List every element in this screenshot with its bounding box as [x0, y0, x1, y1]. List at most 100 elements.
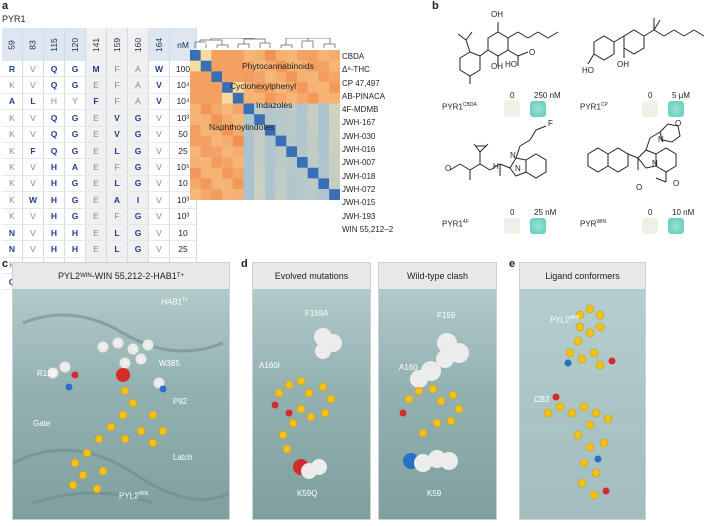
residue-cell: V: [148, 191, 170, 209]
residue-cell: F: [106, 61, 128, 78]
4f-n2: N: [515, 164, 521, 173]
ligand-label: Δ⁹-THC: [342, 65, 370, 75]
heatmap-cell: [254, 157, 266, 168]
ligand-label: CP 47,497: [342, 78, 380, 88]
heatmap-cell: [329, 146, 340, 158]
residue-cell: E: [85, 142, 107, 160]
heatmap-cell: [222, 92, 233, 104]
label-e-pyl2: PYL2WIN: [550, 315, 580, 325]
assay-concentration-zero: 0: [648, 91, 653, 100]
label-k59q: K59Q: [297, 489, 318, 498]
heatmap-cell: [254, 71, 266, 83]
sequence-table: 59 83 115 120 141 159 160 164 nM R V Q G M F A W 100 K V Q G…: [2, 28, 197, 291]
table-row: N V H H E L G V 10: [2, 224, 197, 242]
heatmap-cell: [318, 146, 330, 158]
residue-cell: V: [22, 76, 44, 94]
ligand-label: 4F-MDMB: [342, 105, 379, 115]
residue-cell: E: [85, 240, 107, 258]
cluster-label-cyclo: Cyclohexylphenyl: [230, 81, 297, 91]
panel-e-letter: e: [509, 258, 516, 270]
assay-concentration-zero: 0: [510, 91, 515, 100]
heatmap-cell: [211, 92, 223, 104]
residue-cell: Q: [43, 142, 65, 160]
heatmap-cell: [222, 114, 233, 126]
heatmap-cell: [329, 60, 340, 72]
heatmap-cell: [264, 92, 276, 104]
residue-cell: H: [43, 240, 65, 258]
heatmap-cell: [297, 114, 308, 126]
residue-cell: F: [22, 142, 44, 160]
residue-cell: H: [64, 224, 86, 242]
column-header: 159: [106, 28, 128, 61]
heatmap-cell: [275, 189, 287, 200]
residue-cell: Q: [43, 126, 65, 143]
4f-structure: [449, 125, 547, 180]
residue-cell: G: [64, 175, 86, 193]
assay-concentration-test: 25 nM: [534, 208, 557, 217]
ligand-label: CBDA: [342, 52, 365, 61]
label-latch: Latch: [173, 453, 193, 462]
residue-cell: V: [148, 126, 170, 143]
heatmap-cell: [254, 50, 266, 61]
table-row: K V Q G E V G V 10³: [2, 109, 197, 127]
residue-cell: N: [2, 240, 23, 258]
4f-f: F: [548, 119, 553, 128]
cluster-label-indaz: Indazoles: [256, 100, 293, 110]
residue-cell: W: [148, 61, 170, 78]
table-row: K V H G E L G V 10: [2, 175, 197, 193]
structure-render-e: Ligand conformers PYL2WIN CB2: [519, 262, 646, 520]
column-header: 120: [64, 28, 86, 61]
heatmap-cell: [243, 178, 255, 190]
ligand-label: JWH-018: [342, 171, 376, 181]
structure-render-c: PYL2 WIN -WIN 55,212-2-HAB1 T+ HAB1T+ W385 …: [12, 262, 230, 520]
heatmap-cell: [275, 178, 287, 190]
heatmap-cell: [232, 82, 244, 93]
nm-value: 25: [169, 240, 197, 258]
residue-cell: Q: [43, 76, 65, 94]
panel-b-letter: b: [432, 0, 439, 12]
heatmap-cell: [329, 124, 340, 136]
heatmap-cell: [190, 92, 201, 104]
heatmap-cell: [232, 71, 244, 83]
residue-cell: G: [127, 175, 149, 193]
heatmap-cell: [307, 71, 319, 83]
cp-oh: OH: [617, 60, 629, 69]
residue-cell: A: [127, 61, 149, 78]
heatmap-cell: [211, 60, 223, 72]
heatmap-cell: [211, 82, 223, 93]
residue-cell: G: [64, 126, 86, 143]
heatmap-cell: [254, 146, 266, 158]
column-header: 164: [148, 28, 170, 61]
heatmap-cell: [190, 60, 201, 72]
heatmap-cell: [307, 146, 319, 158]
heatmap-cell: [211, 71, 223, 83]
residue-cell: H: [43, 175, 65, 193]
heatmap-cell: [200, 124, 212, 136]
heatmap-cell: [211, 124, 223, 136]
residue-cell: V: [22, 208, 44, 225]
cp-structure: [587, 18, 705, 65]
heatmap-cell: [275, 135, 287, 147]
heatmap-cell: [318, 157, 330, 168]
heatmap-cell: [222, 157, 233, 168]
heatmap-cell: [307, 60, 319, 72]
residue-cell: V: [148, 109, 170, 127]
heatmap-cell: [190, 189, 201, 200]
residue-cell: H: [43, 191, 65, 209]
residue-cell: G: [127, 142, 149, 160]
heatmap-cell: [264, 124, 276, 136]
heatmap-cell: [286, 50, 298, 61]
panel-c-header: PYL2 WIN -WIN 55,212-2-HAB1 T+: [13, 263, 229, 289]
heatmap-cell: [297, 50, 308, 61]
heatmap-cell: [200, 157, 212, 168]
heatmap-cell: [275, 103, 287, 115]
residue-cell: F: [106, 93, 128, 111]
residue-cell: H: [43, 208, 65, 225]
heatmap-cell: [286, 114, 298, 126]
heatmap-cell: [318, 71, 330, 83]
residue-cell: A: [106, 191, 128, 209]
heatmap-cell: [329, 82, 340, 93]
heatmap-cell: [286, 103, 298, 115]
dendrogram: [194, 38, 336, 48]
heatmap-cell: [222, 71, 233, 83]
